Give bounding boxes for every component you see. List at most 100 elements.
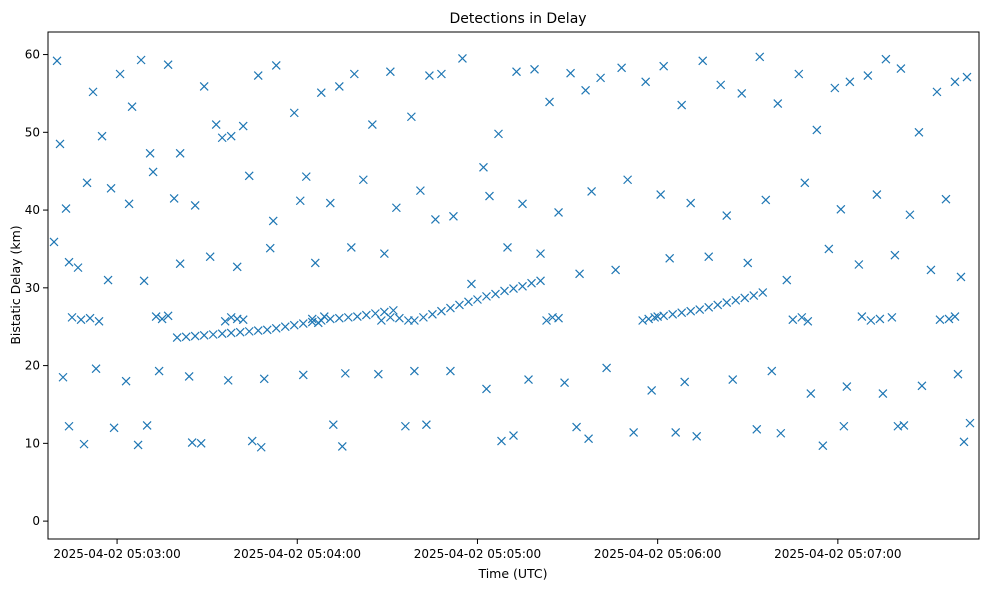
data-point <box>728 375 738 385</box>
data-point <box>127 102 137 112</box>
data-point <box>409 316 419 325</box>
data-point <box>536 276 545 286</box>
data-point <box>527 278 536 288</box>
data-point <box>857 312 867 322</box>
data-point <box>76 315 86 325</box>
data-point <box>91 364 101 374</box>
data-point <box>446 366 455 376</box>
data-point <box>133 440 143 450</box>
data-point <box>479 162 488 172</box>
data-point <box>220 316 230 326</box>
data-point <box>406 112 416 122</box>
y-tick-label: 60 <box>25 48 40 62</box>
data-point <box>295 196 305 206</box>
data-point <box>824 244 834 254</box>
data-point <box>334 82 344 91</box>
data-point <box>455 300 464 310</box>
data-point <box>352 312 362 322</box>
y-tick-label: 20 <box>25 359 40 373</box>
data-point <box>334 313 344 323</box>
data-point <box>52 56 62 66</box>
data-point <box>49 237 59 247</box>
data-point <box>722 298 732 308</box>
data-point <box>473 295 482 304</box>
data-point <box>172 333 182 343</box>
data-point <box>518 281 527 291</box>
data-point <box>629 428 639 437</box>
data-point <box>394 313 404 323</box>
data-point <box>686 306 696 316</box>
data-point <box>235 327 245 337</box>
data-point <box>587 186 597 196</box>
data-point <box>497 436 506 446</box>
data-point <box>650 312 660 322</box>
data-point <box>926 265 936 275</box>
data-point <box>713 300 723 310</box>
data-point <box>238 315 248 325</box>
data-point <box>464 297 473 307</box>
data-point <box>148 167 158 177</box>
data-point <box>199 330 209 340</box>
data-point <box>881 54 891 64</box>
data-point <box>794 69 804 79</box>
data-point <box>238 121 248 131</box>
data-point <box>800 178 810 188</box>
data-point <box>226 131 236 141</box>
data-point <box>67 312 77 322</box>
data-point <box>743 258 753 268</box>
data-point <box>956 272 966 282</box>
y-tick-label: 40 <box>25 203 40 217</box>
y-axis: 0 10 20 30 40 50 60 <box>25 48 48 528</box>
data-point <box>485 191 494 201</box>
data-point <box>259 374 269 384</box>
data-point <box>373 369 383 379</box>
data-point <box>184 372 194 381</box>
data-point <box>842 382 852 392</box>
data-point <box>623 175 633 185</box>
data-point <box>677 100 687 110</box>
data-point <box>85 313 95 323</box>
data-point <box>950 312 960 322</box>
data-point <box>512 67 521 77</box>
data-point <box>731 295 741 305</box>
x-axis: 2025-04-02 05:03:00 2025-04-02 05:04:00 20… <box>53 539 902 561</box>
data-point <box>109 423 119 433</box>
x-tick-label: 2025-04-02 05:05:00 <box>414 547 541 561</box>
data-point <box>458 54 467 63</box>
y-axis-label: Bistatic Delay (km) <box>8 225 23 344</box>
data-point <box>950 77 960 87</box>
data-point <box>830 83 840 93</box>
data-point <box>836 204 846 214</box>
data-point <box>310 258 320 268</box>
data-point <box>878 389 888 399</box>
data-point <box>265 243 275 253</box>
data-point <box>226 312 236 322</box>
data-point <box>379 249 389 259</box>
data-point <box>244 171 254 181</box>
data-point <box>268 216 278 226</box>
y-tick-label: 50 <box>25 125 40 139</box>
data-point <box>289 108 299 118</box>
data-point <box>491 289 500 299</box>
data-point <box>896 64 906 73</box>
data-point <box>656 190 666 199</box>
data-point <box>115 69 125 79</box>
data-point <box>524 375 533 385</box>
data-point <box>722 211 732 220</box>
data-point <box>163 311 173 321</box>
data-point <box>82 178 92 188</box>
data-point <box>659 311 669 321</box>
data-point <box>376 316 386 325</box>
data-point <box>887 312 897 322</box>
data-point <box>289 320 299 330</box>
data-point <box>142 421 152 430</box>
data-point <box>866 316 876 325</box>
data-point <box>58 372 68 382</box>
data-point <box>500 286 509 296</box>
data-point <box>106 183 116 193</box>
data-point <box>124 199 134 209</box>
data-point <box>584 434 594 444</box>
data-point <box>644 314 654 324</box>
data-point <box>88 87 98 97</box>
data-point <box>391 203 401 213</box>
